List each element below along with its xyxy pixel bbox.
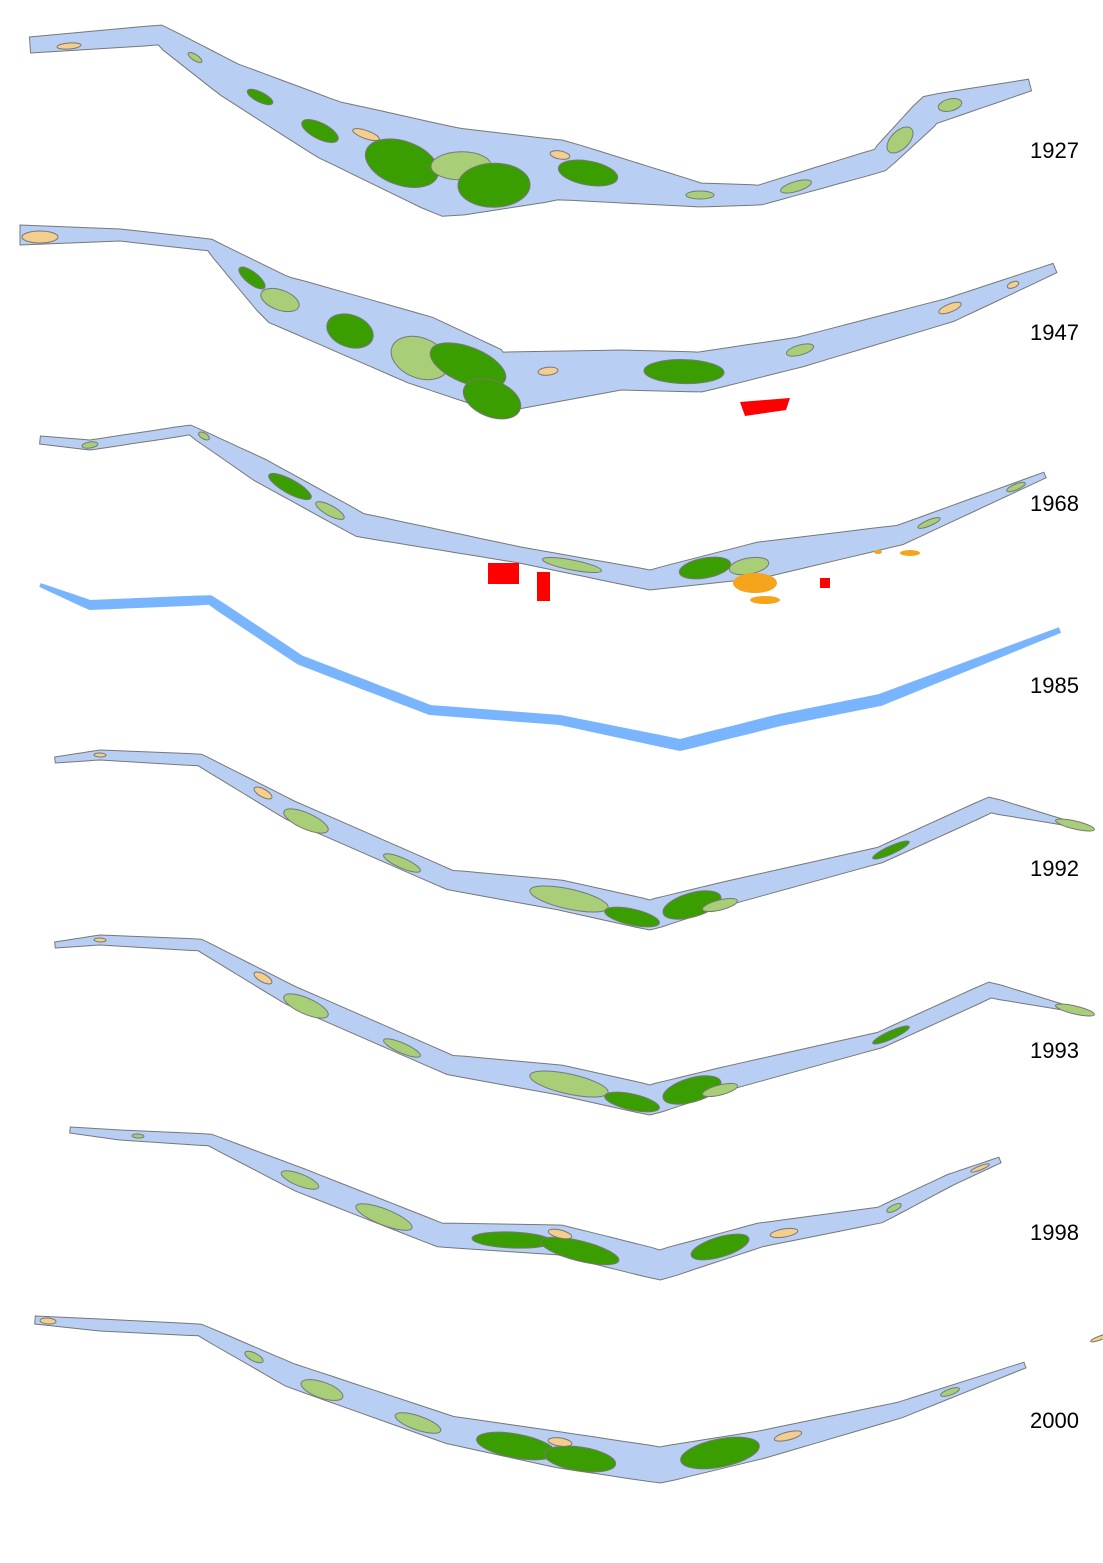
quarry [733,573,777,593]
island [458,163,531,208]
river-channel [39,583,1061,751]
island [22,231,58,243]
island [132,1134,144,1139]
year-label: 1927 [1030,138,1079,163]
year-label: 1998 [1030,1220,1079,1245]
year-label: 1993 [1030,1038,1079,1063]
quarry [900,550,920,556]
island [686,191,714,199]
year-labels: 1927 1947 1968 1985 1992 1993 1998 2000 [1030,138,1079,1433]
river-channel [29,25,1031,216]
year-label: 1992 [1030,856,1079,881]
island [94,753,106,758]
island [94,938,106,943]
river-channel [40,425,1047,590]
island [1090,1333,1103,1344]
quarry [750,596,780,604]
river-panels [20,25,1103,1483]
built-area [537,572,550,601]
built-area [740,398,790,416]
year-label: 1968 [1030,491,1079,516]
river-channel [20,225,1057,412]
quarry [874,550,882,554]
year-label: 1947 [1030,320,1079,345]
built-area [820,578,830,588]
year-label: 2000 [1030,1408,1079,1433]
built-area [488,563,519,584]
island [1055,1002,1096,1019]
river-maps: 1927 1947 1968 1985 1992 1993 1998 2000 [0,0,1103,1563]
year-label: 1985 [1030,673,1079,698]
river-channel [70,1127,1001,1280]
island [1055,817,1096,834]
